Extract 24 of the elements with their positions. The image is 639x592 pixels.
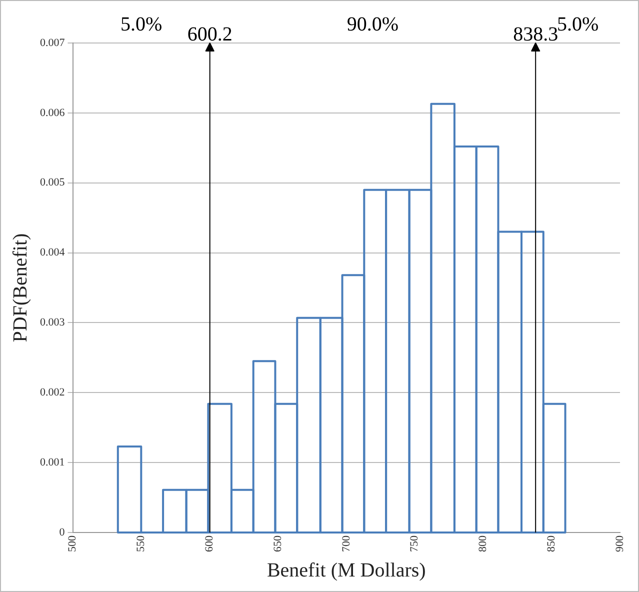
x-tick-label: 900 [614,535,626,552]
x-tick-label: 850 [545,535,558,552]
x-axis-title: Benefit (M Dollars) [266,559,426,582]
x-tick-label: 800 [477,535,490,552]
x-tick-label: 650 [272,535,284,552]
x-tick-label: 550 [135,535,148,552]
x-tick-label: 600 [203,535,216,552]
text: 5.0% [120,13,162,36]
x-tick-label: 700 [340,535,352,552]
y-axis-title: PDF(Benefit) [9,233,32,342]
text: 5.0% [556,13,599,36]
y-tick-label: 0.003 [40,316,66,329]
x-tick-label: 750 [408,535,421,552]
text: 90.0% [346,13,399,36]
y-tick-label: 0.007 [40,36,66,49]
y-tick-label: 0.001 [40,456,65,468]
x-tick-label: 500 [66,535,79,552]
ref-line-label: 838.3 [513,23,558,46]
y-tick-label: 0.005 [40,176,66,189]
y-tick-label: 0.002 [40,386,65,399]
ref-line-label: 600.2 [187,23,232,46]
y-tick-label: 0.006 [40,106,66,119]
y-tick-label: 0 [59,526,66,538]
y-tick-label: 0.004 [40,246,66,259]
